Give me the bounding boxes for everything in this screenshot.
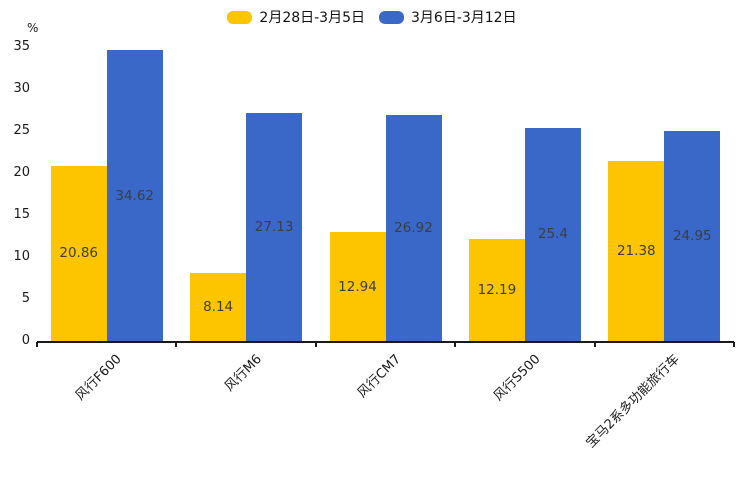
bar-series2 <box>106 50 163 341</box>
y-axis-tick-label: 5 <box>21 291 30 306</box>
y-axis-tick-label: 35 <box>13 39 30 54</box>
bar-value-label: 20.86 <box>59 245 99 262</box>
chart-legend: 2月28日-3月5日 3月6日-3月12日 <box>0 7 744 27</box>
bar-value-label: 24.95 <box>672 228 712 245</box>
x-axis-category-label: 风行S500 <box>490 351 544 405</box>
bar-series2 <box>664 131 721 341</box>
bar-series2 <box>524 127 581 341</box>
bar-value-label: 8.14 <box>203 298 234 315</box>
legend-swatch-icon <box>379 10 404 24</box>
y-axis-tick-label: 30 <box>13 81 30 96</box>
legend-item-series-2[interactable]: 3月6日-3月12日 <box>379 7 517 27</box>
legend-item-series-1[interactable]: 2月28日-3月5日 <box>227 7 365 27</box>
y-axis-tick-label: 25 <box>13 123 30 138</box>
bar-value-label: 12.19 <box>477 281 517 298</box>
legend-swatch-icon <box>227 10 253 24</box>
legend-series-label: 2月28日-3月5日 <box>259 10 365 26</box>
y-axis-tick-label: 0 <box>21 333 30 348</box>
y-axis-tick-label: 10 <box>13 249 30 264</box>
bar-series1 <box>608 161 665 341</box>
x-axis-tick <box>314 342 317 347</box>
x-axis-tick <box>36 342 38 347</box>
bar-value-label: 25.4 <box>537 226 568 243</box>
x-axis-tick <box>733 342 735 347</box>
bar-series2 <box>246 113 303 341</box>
bar-value-label: 26.92 <box>394 219 433 236</box>
bar-value-label: 21.38 <box>616 243 656 260</box>
y-axis-unit-label: % <box>27 21 39 35</box>
bar-value-label: 34.62 <box>115 187 155 204</box>
x-axis-category-label: 风行CM7 <box>354 351 404 402</box>
bar-value-label: 12.94 <box>338 278 377 295</box>
bar-value-label: 27.13 <box>254 219 294 236</box>
bar-series1 <box>190 272 247 341</box>
x-axis-tick <box>175 342 178 347</box>
x-axis-tick <box>593 342 596 347</box>
x-axis-tick <box>454 342 457 347</box>
legend-series-label: 3月6日-3月12日 <box>411 10 517 26</box>
bar-series1 <box>50 165 107 341</box>
x-axis-line <box>37 341 734 343</box>
x-axis-category-label: 风行M6 <box>221 351 265 395</box>
bar-series1 <box>468 238 525 341</box>
bar-series2 <box>385 114 442 341</box>
x-axis-category-label: 宝马2系多功能旅行车 <box>583 351 683 452</box>
bar-series1 <box>329 232 386 341</box>
y-axis-tick-label: 20 <box>13 165 30 180</box>
y-axis-tick-label: 15 <box>13 207 30 222</box>
x-axis-category-label: 风行F600 <box>73 351 126 404</box>
